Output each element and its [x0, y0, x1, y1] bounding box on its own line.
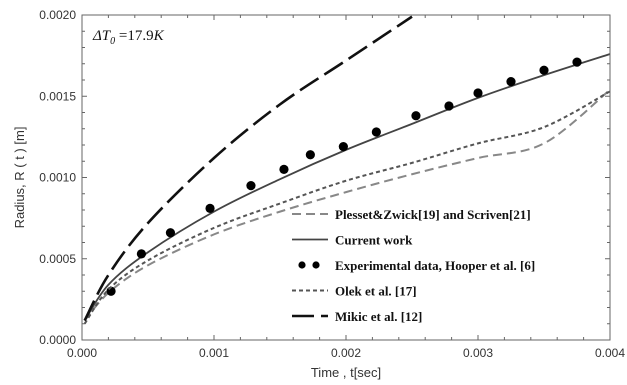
series-0-line: [83, 88, 610, 322]
experimental-data-point: [506, 77, 516, 87]
experimental-data-point: [279, 164, 289, 174]
experimental-data-point: [136, 249, 146, 259]
delta-t-value: =17.9: [115, 28, 153, 44]
series-1-line: [83, 53, 610, 321]
y-tick-label: 0.0020: [39, 8, 76, 22]
experimental-data-point: [444, 101, 454, 111]
legend-label: Current work: [335, 233, 413, 248]
series-3-line: [83, 90, 610, 325]
legend-label: Olek et al. [17]: [335, 284, 417, 299]
experimental-data-point: [473, 88, 483, 98]
experimental-data-point: [539, 65, 549, 75]
x-tick-label: 0.002: [331, 346, 361, 360]
x-tick-label: 0.001: [199, 346, 229, 360]
experimental-data-point: [371, 127, 381, 137]
delta-t-annotation: ΔT0 =17.9K: [92, 28, 165, 47]
legend-marker: [298, 261, 306, 269]
x-tick-label: 0.003: [463, 346, 493, 360]
legend-label: Plesset&Zwick[19] and Scriven[21]: [335, 207, 531, 222]
delta-t-unit: K: [153, 28, 165, 44]
y-axis-label: Radius, R ( t ) [m]: [12, 127, 27, 229]
series-layer: [83, 15, 610, 325]
x-tick-label: 0.000: [67, 346, 97, 360]
legend-label: Mikic et al. [12]: [335, 309, 422, 324]
experimental-data-point: [165, 228, 176, 238]
legend-marker: [312, 261, 320, 269]
experimental-data-point: [205, 203, 215, 213]
y-tick-label: 0.0015: [39, 89, 76, 103]
experimental-data-point: [572, 57, 582, 67]
experimental-data-point: [338, 142, 348, 152]
legend: Plesset&Zwick[19] and Scriven[21] Current…: [292, 207, 535, 324]
experimental-data-point: [411, 111, 421, 121]
axes: 0.000 0.001 0.002 0.003 0.004 0.0000 0.0005 0.0…: [12, 8, 625, 380]
legend-label: Experimental data, Hooper et al. [6]: [335, 258, 535, 273]
x-tick-label: 0.004: [595, 346, 625, 360]
delta-t-subscript: 0: [110, 36, 115, 47]
y-tick-label: 0.0010: [39, 171, 76, 185]
experimental-data-point: [246, 181, 256, 191]
series-4-line: [83, 15, 413, 322]
y-tick-label: 0.0005: [39, 252, 76, 266]
delta-t-label: ΔT0 =17.9K: [92, 28, 165, 47]
x-axis-label: Time , t[sec]: [311, 365, 381, 380]
series-group: [83, 15, 610, 325]
delta-t-symbol: ΔT: [92, 28, 112, 44]
y-tick-label: 0.0000: [39, 333, 76, 347]
experimental-data-point: [305, 150, 315, 160]
